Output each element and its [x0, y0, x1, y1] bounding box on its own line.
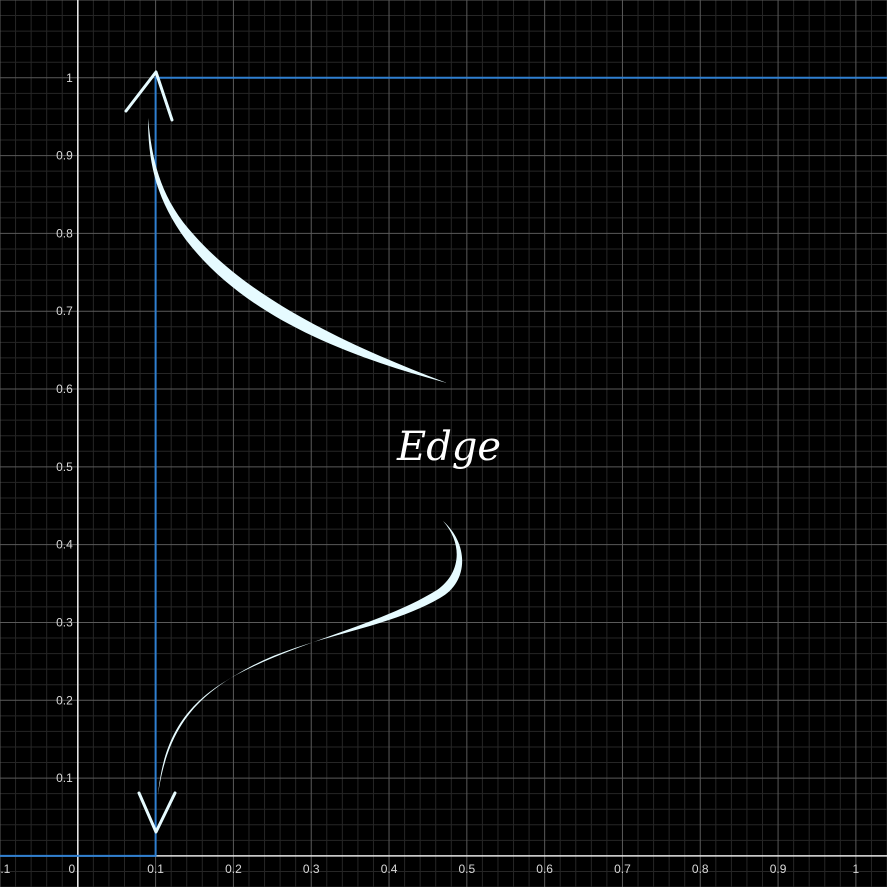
y-tick-label: 0.6 — [56, 382, 73, 396]
y-tick-label: 0.5 — [56, 460, 73, 474]
x-tick-label: 0.6 — [536, 862, 553, 876]
edge-annotation: Edge — [396, 424, 501, 470]
x-tick-label: -0.1 — [0, 862, 11, 876]
x-tick-label: 1 — [853, 862, 860, 876]
x-tick-label: 0 — [68, 862, 75, 876]
y-tick-label: 0.3 — [56, 615, 73, 629]
upper-arrow-shaft — [148, 118, 447, 383]
x-tick-label: 0.9 — [770, 862, 787, 876]
lower-arrow-shaft — [158, 521, 463, 795]
step-series-line — [0, 76, 887, 857]
series-layer — [0, 76, 887, 857]
x-tick-label: 0.2 — [225, 862, 242, 876]
y-tick-label: 0.7 — [56, 304, 73, 318]
x-tick-label: 0.5 — [458, 862, 475, 876]
upper-arrow-head — [124, 70, 174, 122]
x-tick-label: 0.3 — [303, 862, 320, 876]
x-tick-label: 0.1 — [147, 862, 164, 876]
x-tick-label: 0.8 — [692, 862, 709, 876]
y-tick-label: 0.4 — [56, 538, 73, 552]
annotation-arrows — [124, 70, 463, 834]
x-tick-label: 0.4 — [381, 862, 398, 876]
y-tick-label: 0.2 — [56, 693, 73, 707]
y-tick-label: 0.1 — [56, 771, 73, 785]
y-tick-label: 0.8 — [56, 226, 73, 240]
lower-arrow-head — [137, 791, 177, 834]
y-tick-label: 1 — [66, 71, 73, 85]
x-tick-label: 0.7 — [614, 862, 631, 876]
y-tick-label: 0.9 — [56, 149, 73, 163]
